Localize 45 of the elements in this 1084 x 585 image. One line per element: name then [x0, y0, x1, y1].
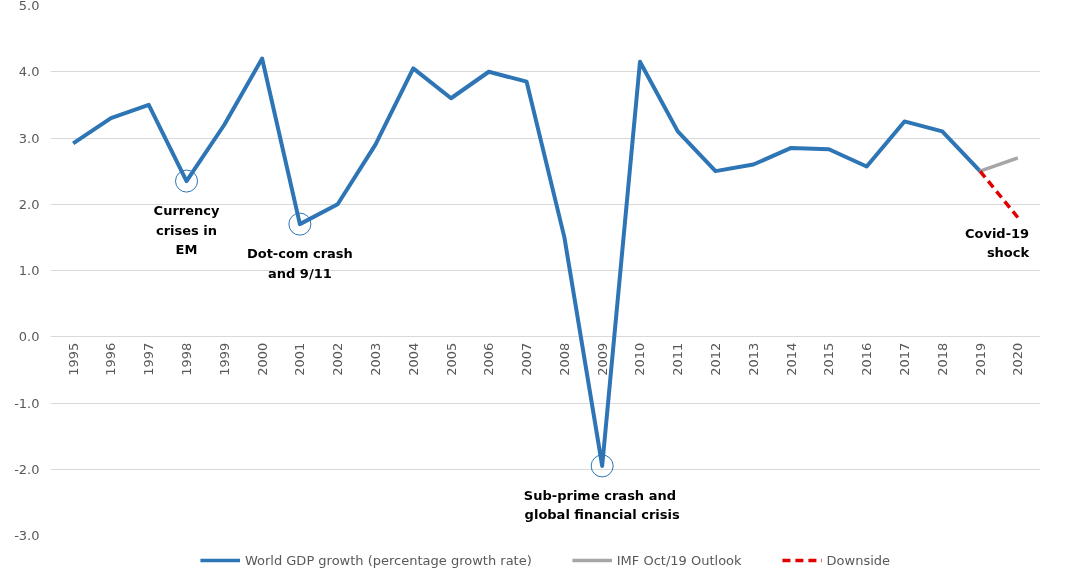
- y-tick-label: -1.0: [14, 395, 40, 411]
- x-tick-label: 2005: [443, 342, 459, 376]
- legend-label: IMF Oct/19 Outlook: [616, 552, 742, 568]
- x-tick-label: 2010: [632, 342, 648, 376]
- x-tick-label: 1997: [141, 342, 157, 376]
- point: [175, 169, 199, 193]
- annotation: Sub-prime crash and global financial crisis: [523, 487, 680, 523]
- x-tick-label: 2000: [254, 342, 270, 376]
- point: [590, 454, 614, 478]
- point: [288, 212, 312, 236]
- x-tick-label: 2014: [783, 342, 799, 376]
- y-tick-label: 1.0: [18, 263, 40, 278]
- x-tick-label: 2011: [670, 342, 686, 376]
- x-tick-label: 2006: [481, 342, 497, 376]
- y-tick-label: 0.0: [18, 329, 40, 345]
- x-tick-label: 2016: [859, 342, 875, 376]
- y-tick-label: -2.0: [14, 461, 40, 477]
- x-tick-label: 2015: [821, 342, 837, 376]
- x-tick-label: 1999: [216, 342, 232, 376]
- x-tick-label: 1995: [65, 342, 81, 376]
- y-tick-label: -3.0: [14, 528, 40, 543]
- annotation: Dot-com crash and 9/11: [246, 246, 353, 281]
- x-tick-label: 1996: [103, 342, 119, 376]
- legend-label: Downside: [826, 552, 891, 568]
- y-tick-label: 3.0: [18, 130, 40, 146]
- x-tick-label: 2009: [594, 342, 610, 376]
- x-tick-label: 2018: [934, 342, 950, 376]
- x-tick-label: 2012: [708, 342, 724, 376]
- x-tick-label: 2002: [330, 342, 346, 376]
- x-tick-label: 2001: [292, 342, 308, 376]
- x-tick-label: 2013: [745, 342, 761, 376]
- y-tick-label: 5.0: [18, 0, 40, 13]
- legend-label: World GDP growth (percentage growth rate): [244, 552, 532, 568]
- y-tick-label: 4.0: [18, 64, 40, 80]
- x-tick-label: 2019: [972, 342, 988, 376]
- x-tick-label: 2017: [896, 342, 912, 376]
- x-tick-label: 2007: [519, 342, 535, 376]
- x-tick-label: 2003: [367, 342, 383, 376]
- x-tick-label: 2008: [556, 342, 572, 376]
- x-tick-label: 2020: [1010, 342, 1026, 376]
- annotation: Covid-19 shock: [964, 225, 1030, 260]
- y-tick-label: 2.0: [18, 196, 40, 212]
- x-tick-label: 1998: [179, 342, 195, 376]
- x-tick-label: 2004: [405, 342, 421, 376]
- annotation: Currency crises in EM: [153, 203, 220, 258]
